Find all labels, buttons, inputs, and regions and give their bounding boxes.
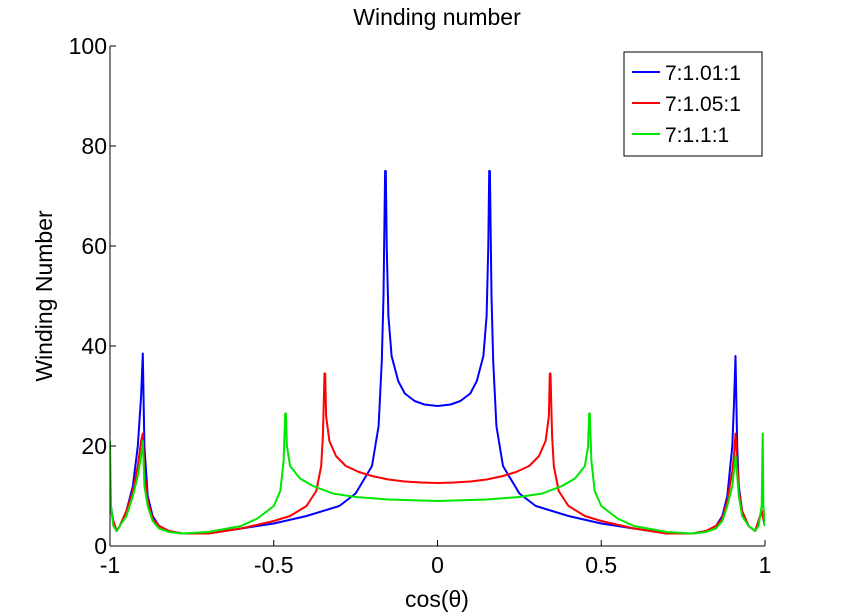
x-tick-label: 0.5 (585, 552, 617, 578)
plot-area: -1 -0.5 0 0.5 1 0 20 40 60 80 100 (69, 33, 772, 578)
x-tick-label: -0.5 (254, 552, 294, 578)
series-line-3 (110, 412, 765, 535)
y-tick-label: 80 (81, 133, 107, 159)
y-axis-label: Winding Number (31, 210, 57, 382)
legend-label-3: 7:1.1:1 (665, 124, 729, 147)
chart-title: Winding number (353, 4, 521, 30)
y-tick-label: 100 (69, 33, 107, 59)
y-tick-label: 20 (81, 433, 107, 459)
y-tick-label: 0 (94, 533, 107, 559)
legend-label-2: 7:1.05:1 (665, 93, 741, 116)
x-tick-label: 0 (431, 552, 444, 578)
x-tick-label: -1 (100, 552, 120, 578)
series-line-2 (110, 372, 765, 535)
x-tick-label: 1 (759, 552, 772, 578)
legend-label-1: 7:1.01:1 (665, 62, 741, 85)
series-lines (110, 170, 765, 535)
y-tick-label: 60 (81, 233, 107, 259)
legend: 7:1.01:1 7:1.05:1 7:1.1:1 (623, 51, 763, 157)
x-axis-label: cos(θ) (405, 586, 469, 612)
y-tick-label: 40 (81, 333, 107, 359)
